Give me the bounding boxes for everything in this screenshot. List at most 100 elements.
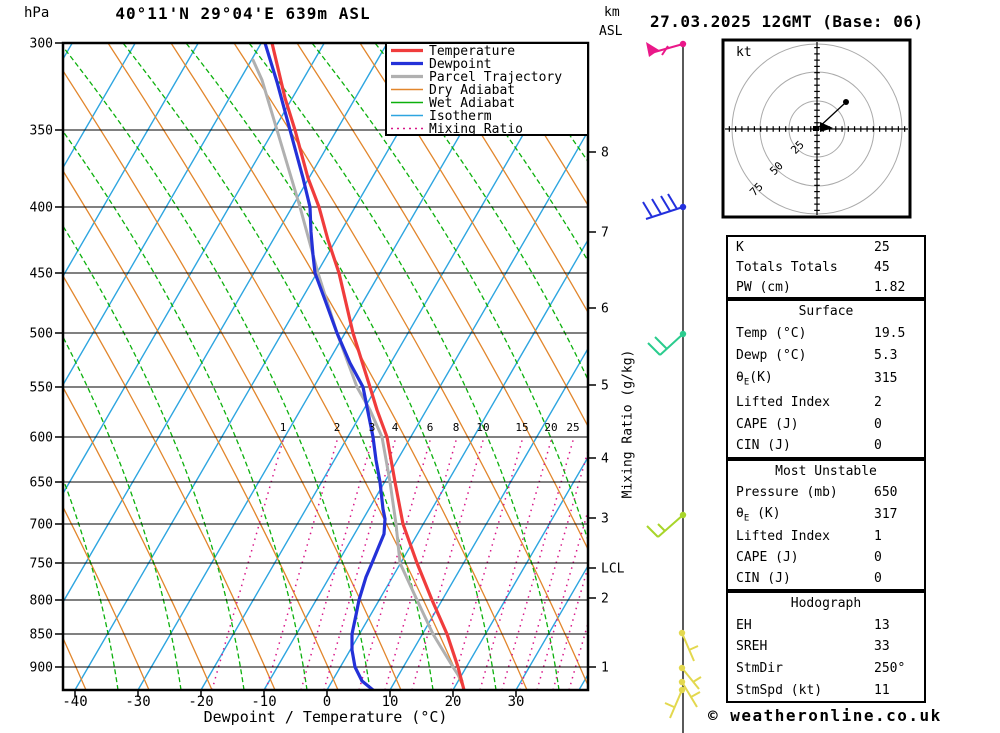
mixing-ratio-label: 6 — [427, 421, 434, 434]
pressure-tick-label: 350 — [30, 124, 53, 139]
wind-barb-925 — [678, 678, 701, 708]
wet-adiabat-line — [63, 224, 245, 690]
barb-station-dot — [678, 629, 686, 637]
dewpoint-curve — [263, 43, 387, 690]
stats-table-most-unstable: Most Unstable Pressure (mb) 650 θE (K) 317 Li… — [726, 459, 926, 591]
isotherm-line — [389, 347, 588, 690]
datetime-label: 27.03.2025 12GMT (Base: 06) — [650, 12, 924, 31]
pressure-tick-label: 400 — [30, 201, 53, 216]
table-row-value: 317 — [874, 507, 898, 523]
table-row-value: 13 — [874, 617, 890, 633]
wet-adiabat-line — [63, 477, 119, 690]
isotherm-line — [63, 43, 262, 387]
wind-barb-700 — [646, 511, 687, 538]
barb-segment — [688, 645, 699, 651]
mixing-ratio-label: 3 — [369, 421, 376, 434]
barb-station-dot — [679, 330, 687, 338]
table-row-label: θE(K) — [736, 370, 773, 388]
hodograph-origin-marker — [813, 126, 819, 131]
table-row: CAPE (J) 0 — [728, 417, 924, 432]
parcel-trajectory-curve — [251, 58, 464, 683]
km-tick-label: 8 — [601, 146, 609, 161]
barb-segment — [669, 689, 683, 719]
isotherm-line — [137, 43, 514, 690]
table-row-value: 5.3 — [874, 348, 898, 364]
mixing-ratio-axis-label: Mixing Ratio (g/kg) — [620, 349, 636, 499]
table-header: Hodograph — [790, 596, 862, 612]
km-tick-label: 5 — [601, 379, 609, 394]
table-row-value: 25 — [874, 239, 890, 255]
table-row-label: K — [736, 239, 744, 255]
plot-background: 1 2 3 4 6 8 10 15 20 25 — [63, 43, 588, 690]
barb-segment — [659, 333, 684, 356]
table-row: CIN (J) 0 — [728, 438, 924, 453]
pressure-tick-label: 850 — [30, 628, 53, 643]
wind-barb-900 — [678, 664, 702, 690]
pressure-tick-label: 450 — [30, 267, 53, 282]
table-row-value: 315 — [874, 371, 898, 387]
temp-tick-label: -20 — [188, 694, 213, 710]
table-row-label: CIN (J) — [736, 438, 791, 454]
table-row: θE(K) 315 — [728, 370, 924, 388]
barb-segment — [646, 525, 659, 538]
table-row-value: 1 — [874, 529, 882, 545]
barb-segment — [692, 676, 702, 683]
km-axis-label: km — [604, 5, 620, 20]
copyright: © weatheronline.co.uk — [708, 706, 942, 725]
legend-label: Dry Adiabat — [429, 83, 515, 98]
wet-adiabat-line — [63, 130, 308, 690]
temperature-curve — [270, 43, 466, 690]
pressure-tick-label: 300 — [30, 37, 53, 52]
km-tick-label: 6 — [601, 302, 609, 317]
barb-segment — [647, 342, 661, 356]
temp-tick-label: 0 — [323, 694, 331, 710]
mixing-ratio-label: 25 — [566, 421, 579, 434]
barb-segment — [660, 195, 671, 212]
table-row-value: 650 — [874, 484, 898, 500]
asl-axis-label: ASL — [599, 24, 623, 39]
table-row-label: Pressure (mb) — [736, 484, 838, 500]
wind-barb-500 — [647, 330, 687, 356]
lcl-label: LCL — [601, 562, 625, 577]
table-row-label: θE (K) — [736, 505, 781, 524]
pressure-tick-label: 500 — [30, 327, 53, 342]
km-tick-label: 1 — [601, 661, 609, 676]
mixing-ratio-label: 8 — [453, 421, 460, 434]
isotherm-line — [200, 43, 577, 690]
table-row-label: StmDir — [736, 661, 783, 677]
isotherm-line — [452, 455, 588, 690]
wet-adiabat-line — [122, 43, 434, 690]
plot-frame — [61, 41, 590, 692]
mixing-ratio-label: 4 — [392, 421, 399, 434]
barb-station-dot — [678, 678, 686, 686]
km-tick-label: 2 — [601, 592, 609, 607]
mixing-ratio-label: 2 — [334, 421, 341, 434]
table-header: Surface — [798, 304, 854, 320]
dry-adiabat-line — [170, 43, 528, 690]
temp-tick-label: 20 — [445, 694, 462, 710]
table-row: StmDir 250° — [728, 661, 924, 676]
table-row: SREH 33 — [728, 639, 924, 654]
pressure-tick-label: 700 — [30, 518, 53, 533]
legend-label: Wet Adiabat — [429, 96, 515, 111]
barb-station-dot — [679, 203, 687, 211]
table-row-value: 0 — [874, 550, 882, 566]
temp-tick-label: 30 — [508, 694, 525, 710]
table-row: Dewp (°C) 5.3 — [728, 348, 924, 363]
temp-tick-label: -30 — [125, 694, 150, 710]
barb-segment — [690, 691, 701, 698]
legend-label: Dewpoint — [429, 57, 492, 72]
barb-segment — [661, 45, 669, 56]
barb-station-dot — [678, 686, 686, 694]
mixing-ratio-label: 15 — [515, 421, 528, 434]
pressure-tick-label: 550 — [30, 381, 53, 396]
dry-adiabat-line — [296, 43, 588, 551]
table-row: PW (cm) 1.82 — [728, 280, 924, 295]
table-row: Totals Totals 45 — [728, 260, 924, 275]
barb-segment — [642, 201, 653, 218]
page-title: 40°11'N 29°04'E 639m ASL — [115, 4, 371, 23]
wind-barb-sfc — [664, 686, 686, 719]
km-tick-label: 7 — [601, 226, 609, 241]
